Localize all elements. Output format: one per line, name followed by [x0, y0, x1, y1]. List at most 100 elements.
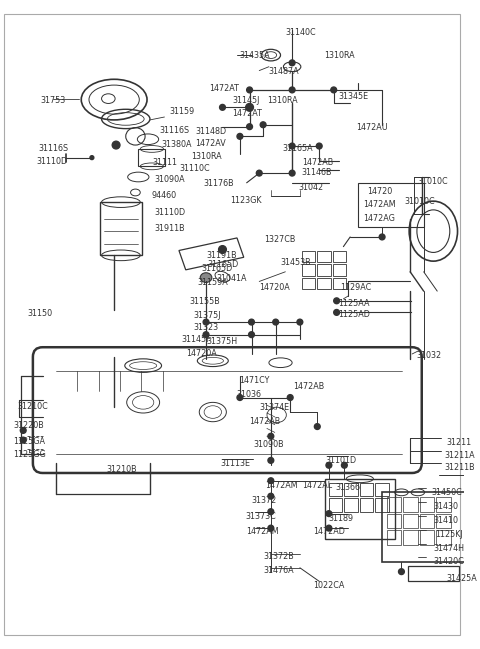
Circle shape	[297, 319, 303, 325]
Text: 31113E: 31113E	[220, 459, 251, 469]
Bar	[317, 278, 331, 289]
Text: 31140C: 31140C	[285, 28, 316, 37]
Bar	[436, 497, 451, 511]
Text: 31116S: 31116S	[160, 126, 190, 135]
Text: 1472AV: 1472AV	[195, 140, 226, 148]
Circle shape	[247, 124, 252, 130]
Text: 31036: 31036	[236, 390, 261, 398]
Bar	[387, 530, 401, 545]
Text: 31110D: 31110D	[155, 208, 186, 217]
Text: 31210B: 31210B	[107, 465, 137, 474]
Text: 1472AM: 1472AM	[246, 527, 278, 536]
Circle shape	[334, 298, 339, 304]
Circle shape	[218, 246, 227, 253]
Bar	[333, 264, 346, 276]
Bar	[302, 278, 315, 289]
Text: 31487A: 31487A	[269, 67, 300, 76]
Text: 31366: 31366	[336, 483, 360, 492]
Circle shape	[203, 332, 209, 337]
Text: 1472AB: 1472AB	[302, 158, 333, 167]
Text: 1471CY: 1471CY	[239, 376, 269, 386]
Text: 31211A: 31211A	[444, 451, 475, 459]
Bar	[375, 498, 389, 511]
Text: 31176B: 31176B	[203, 179, 234, 188]
Circle shape	[289, 87, 295, 93]
Bar	[403, 530, 418, 545]
Text: 31041A: 31041A	[216, 274, 247, 283]
Text: 1472AD: 1472AD	[313, 527, 345, 536]
Text: 31155B: 31155B	[190, 297, 220, 306]
Circle shape	[249, 332, 254, 337]
Text: 31220B: 31220B	[13, 421, 44, 430]
Circle shape	[20, 428, 26, 434]
Text: 31410: 31410	[433, 515, 458, 524]
Circle shape	[326, 511, 332, 517]
Circle shape	[260, 122, 266, 128]
Circle shape	[289, 143, 295, 149]
Text: 31165D: 31165D	[207, 260, 238, 269]
Text: 1125AD: 1125AD	[338, 310, 371, 319]
Text: 31110D: 31110D	[37, 156, 68, 165]
Text: 1472AL: 1472AL	[302, 481, 332, 490]
Bar	[100, 202, 142, 255]
Text: 1472AT: 1472AT	[209, 84, 239, 93]
Bar	[344, 483, 358, 496]
Text: 31159: 31159	[169, 107, 194, 116]
Text: 31010C: 31010C	[404, 197, 435, 206]
Text: 1472AM: 1472AM	[363, 200, 396, 209]
Circle shape	[326, 462, 332, 468]
Text: 31911B: 31911B	[155, 225, 185, 234]
Bar	[403, 513, 418, 528]
Circle shape	[90, 156, 94, 160]
Circle shape	[398, 569, 404, 574]
Circle shape	[219, 104, 226, 110]
Text: 31323: 31323	[193, 323, 218, 332]
Text: 31090A: 31090A	[155, 175, 185, 184]
Bar	[403, 497, 418, 511]
Circle shape	[341, 462, 347, 468]
Bar	[420, 530, 434, 545]
Circle shape	[268, 478, 274, 484]
Circle shape	[314, 424, 320, 430]
Text: 1310RA: 1310RA	[192, 152, 222, 161]
Text: 31145F: 31145F	[182, 335, 212, 344]
Text: 31191B: 31191B	[206, 251, 237, 260]
Bar	[325, 479, 395, 539]
Text: 31090B: 31090B	[253, 440, 284, 449]
Text: 31425A: 31425A	[447, 574, 478, 583]
Circle shape	[289, 60, 295, 66]
Text: 31380A: 31380A	[162, 140, 192, 149]
Text: 31010C: 31010C	[418, 177, 448, 186]
Text: 31372: 31372	[252, 496, 277, 505]
Text: 31476A: 31476A	[263, 566, 294, 575]
Circle shape	[268, 525, 274, 531]
Text: 14720A: 14720A	[259, 284, 290, 293]
Bar	[344, 498, 358, 511]
Circle shape	[203, 319, 209, 325]
Circle shape	[20, 437, 26, 443]
Bar	[329, 483, 342, 496]
Text: 31753: 31753	[41, 96, 66, 104]
Text: 31453B: 31453B	[280, 258, 311, 267]
Bar	[333, 251, 346, 262]
Text: 1327CB: 1327CB	[264, 235, 296, 244]
Text: 94460: 94460	[152, 191, 177, 201]
Circle shape	[246, 103, 253, 111]
Text: 31116S: 31116S	[39, 144, 69, 153]
Circle shape	[288, 395, 293, 400]
Bar	[387, 513, 401, 528]
Text: 1125GG: 1125GG	[13, 450, 46, 459]
Text: 1472AB: 1472AB	[250, 417, 281, 426]
Text: 31148D: 31148D	[195, 127, 227, 136]
Text: 1472AG: 1472AG	[363, 214, 395, 223]
Text: 31474H: 31474H	[433, 544, 464, 552]
Bar	[317, 251, 331, 262]
Circle shape	[268, 509, 274, 515]
Text: 1125AA: 1125AA	[338, 299, 370, 308]
Bar	[436, 513, 451, 528]
Bar	[358, 183, 424, 227]
Text: 31345E: 31345E	[338, 92, 369, 101]
Text: 1310RA: 1310RA	[267, 96, 298, 104]
Circle shape	[268, 434, 274, 439]
Bar	[387, 497, 401, 511]
